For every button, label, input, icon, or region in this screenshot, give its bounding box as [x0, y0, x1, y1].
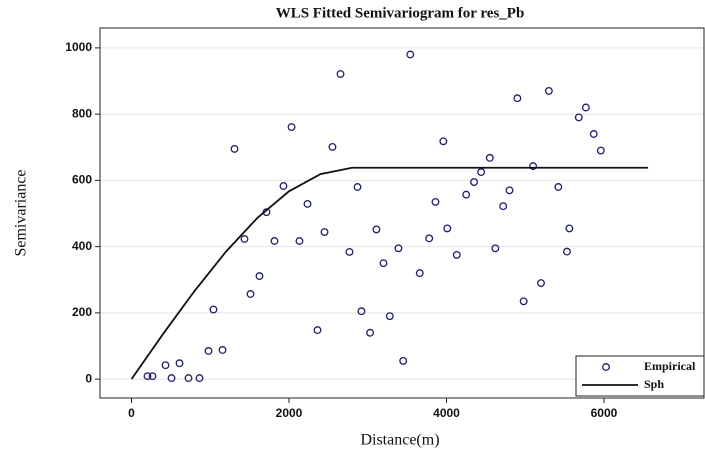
data-point: [425, 234, 434, 243]
y-tick-label: 400: [72, 239, 92, 253]
data-point: [529, 162, 538, 171]
data-point: [415, 269, 424, 278]
y-tick-label: 600: [72, 173, 92, 187]
data-point: [357, 307, 366, 316]
data-point: [485, 153, 494, 162]
data-point: [320, 228, 329, 236]
data-point: [372, 225, 381, 234]
data-point: [240, 235, 249, 243]
data-point: [175, 359, 184, 368]
data-point: [345, 247, 354, 256]
data-point: [537, 279, 545, 288]
data-point: [328, 142, 337, 151]
data-point: [581, 103, 590, 112]
data-point: [499, 202, 508, 211]
data-point: [431, 197, 440, 206]
data-point: [574, 113, 583, 122]
data-point: [470, 178, 479, 186]
data-point: [287, 123, 296, 131]
x-tick-label: 2000: [276, 406, 303, 420]
data-point: [406, 50, 415, 59]
y-tick-label: 1000: [65, 40, 92, 54]
data-point: [143, 372, 152, 381]
data-point: [554, 183, 563, 191]
x-axis-label: Distance(m): [360, 432, 439, 449]
chart-title: WLS Fitted Semivariogram for res_Pb: [276, 5, 525, 21]
data-point: [379, 259, 388, 268]
data-point: [230, 144, 239, 153]
data-point: [303, 199, 312, 208]
data-point: [313, 326, 322, 335]
data-point: [519, 297, 528, 306]
data-point: [270, 237, 279, 245]
data-point: [439, 137, 448, 146]
data-point: [161, 361, 170, 370]
y-tick-label: 800: [72, 106, 92, 120]
data-point: [513, 94, 522, 103]
legend-label: Sph: [644, 377, 664, 391]
data-point: [491, 244, 500, 253]
data-point: [477, 168, 486, 177]
x-tick-label: 4000: [433, 406, 460, 420]
y-axis-label: Semivariance: [13, 169, 30, 256]
legend-box: [575, 355, 705, 397]
data-point: [209, 305, 218, 314]
plot-frame: [99, 27, 705, 399]
data-point: [394, 244, 403, 253]
data-point: [443, 224, 452, 233]
legend-label: Empirical: [644, 359, 696, 373]
y-tick-label: 0: [85, 371, 92, 385]
data-point: [462, 190, 471, 199]
data-point: [366, 328, 375, 337]
x-tick-label: 6000: [591, 406, 618, 420]
data-point: [184, 374, 193, 383]
data-point: [563, 247, 571, 256]
data-point: [452, 250, 461, 259]
data-point: [148, 372, 157, 381]
data-point: [246, 290, 255, 298]
data-point: [399, 356, 408, 365]
data-point: [279, 182, 288, 190]
model-line: [130, 166, 649, 380]
data-point: [544, 86, 553, 95]
data-point: [195, 374, 204, 383]
data-point: [353, 183, 362, 191]
data-point: [336, 70, 345, 78]
data-point: [218, 346, 227, 354]
data-point: [295, 237, 304, 245]
data-point: [385, 312, 394, 321]
data-point: [565, 224, 574, 233]
y-tick-label: 200: [72, 305, 92, 319]
data-point: [596, 146, 605, 155]
data-point: [505, 186, 514, 195]
data-point: [167, 374, 176, 383]
data-point: [589, 130, 598, 138]
data-point: [204, 347, 213, 355]
x-tick-label: 0: [128, 406, 135, 420]
legend-marker: [602, 363, 610, 371]
data-point: [255, 272, 264, 281]
